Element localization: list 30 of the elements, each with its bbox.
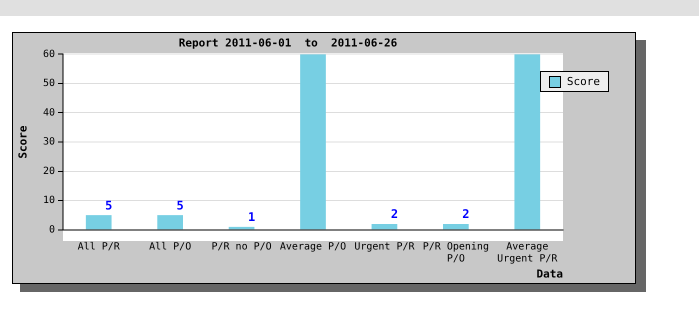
y-tick-label: 50	[42, 78, 55, 90]
legend-label: Score	[566, 75, 600, 88]
y-tick-label: 0	[48, 224, 55, 236]
bar	[86, 215, 112, 230]
x-tick-label: Urgent P/R	[354, 241, 416, 252]
data-label: 5	[176, 198, 184, 212]
x-axis-title: Data	[536, 267, 563, 280]
y-tick-label: 60	[42, 48, 55, 60]
x-tick-label: All P/O	[149, 241, 192, 252]
y-tick-label: 30	[42, 136, 55, 148]
bar	[372, 224, 398, 230]
x-tick-label: All P/R	[78, 241, 121, 252]
x-tick-label: Average Urgent P/R	[497, 241, 558, 264]
bar	[228, 226, 254, 230]
y-axis-title: Score	[16, 125, 30, 159]
x-tick-label: P/R Opening P/O	[422, 241, 489, 264]
chart-title: Report 2011-06-01 to 2011-06-26	[178, 36, 398, 50]
data-label: 5	[105, 198, 112, 212]
data-label: 2	[390, 207, 398, 222]
bar	[443, 224, 469, 230]
bar	[300, 54, 326, 230]
x-tick-label: P/R no P/O	[211, 241, 272, 252]
data-label: 2	[462, 207, 470, 222]
bar	[514, 54, 540, 230]
x-tick-label: Average P/O	[280, 241, 346, 252]
data-label: 1	[248, 210, 256, 224]
y-tick-label: 40	[42, 107, 55, 118]
y-tick-label: 20	[42, 166, 55, 177]
bar	[157, 215, 183, 230]
y-tick-label: 10	[42, 195, 55, 206]
